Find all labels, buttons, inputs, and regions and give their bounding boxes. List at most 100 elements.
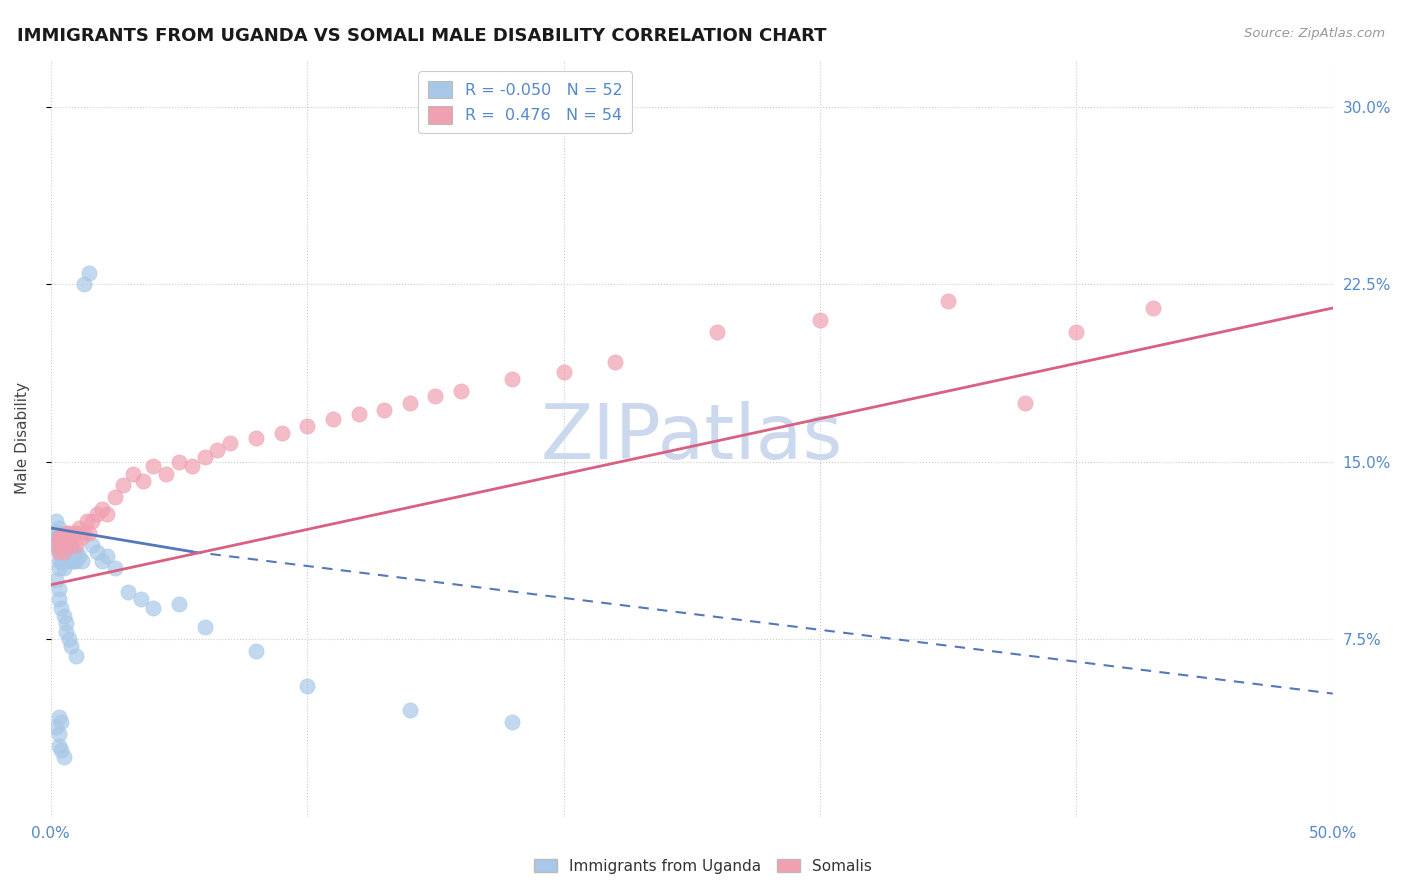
Point xyxy=(48,544,70,558)
Point xyxy=(60,544,83,558)
Point xyxy=(104,561,127,575)
Point xyxy=(48,525,70,540)
Point xyxy=(501,372,523,386)
Point xyxy=(122,467,145,481)
Point xyxy=(55,525,77,540)
Point xyxy=(194,450,217,464)
Point xyxy=(373,402,395,417)
Point xyxy=(67,521,90,535)
Text: Source: ZipAtlas.com: Source: ZipAtlas.com xyxy=(1244,27,1385,40)
Point xyxy=(55,615,77,630)
Point xyxy=(155,467,177,481)
Point xyxy=(48,540,70,554)
Point xyxy=(52,608,75,623)
Point xyxy=(73,277,96,292)
Point xyxy=(245,431,267,445)
Point xyxy=(52,544,75,558)
Point xyxy=(48,531,70,545)
Point xyxy=(52,554,75,568)
Point xyxy=(79,525,101,540)
Point xyxy=(111,478,134,492)
Point xyxy=(58,531,80,545)
Point xyxy=(63,554,86,568)
Point xyxy=(48,582,70,597)
Point xyxy=(60,531,83,545)
Point xyxy=(398,395,420,409)
Point xyxy=(1014,395,1036,409)
Point xyxy=(65,648,87,663)
Point xyxy=(79,265,101,279)
Point xyxy=(70,531,93,545)
Text: IMMIGRANTS FROM UGANDA VS SOMALI MALE DISABILITY CORRELATION CHART: IMMIGRANTS FROM UGANDA VS SOMALI MALE DI… xyxy=(17,27,827,45)
Text: ZIPatlas: ZIPatlas xyxy=(541,401,844,475)
Point xyxy=(91,554,114,568)
Point xyxy=(219,435,242,450)
Point xyxy=(48,561,70,575)
Point xyxy=(398,703,420,717)
Point xyxy=(194,620,217,634)
Point xyxy=(117,585,139,599)
Point xyxy=(45,514,67,528)
Point xyxy=(52,750,75,764)
Point xyxy=(347,408,370,422)
Point xyxy=(180,459,202,474)
Point xyxy=(104,490,127,504)
Point xyxy=(425,388,447,402)
Point xyxy=(65,525,87,540)
Point xyxy=(80,514,103,528)
Point xyxy=(55,542,77,557)
Point xyxy=(55,625,77,640)
Point xyxy=(49,537,72,551)
Point xyxy=(48,710,70,724)
Point xyxy=(63,525,86,540)
Point xyxy=(49,714,72,729)
Point xyxy=(45,525,67,540)
Point xyxy=(49,549,72,564)
Point xyxy=(91,502,114,516)
Point xyxy=(167,597,190,611)
Point xyxy=(60,554,83,568)
Point xyxy=(49,743,72,757)
Point xyxy=(45,720,67,734)
Point xyxy=(60,640,83,654)
Point xyxy=(297,419,319,434)
Point xyxy=(132,474,155,488)
Point xyxy=(65,544,87,558)
Point xyxy=(808,313,831,327)
Point xyxy=(49,533,72,547)
Point xyxy=(55,549,77,564)
Point xyxy=(86,544,108,558)
Point xyxy=(55,554,77,568)
Point xyxy=(49,531,72,545)
Point xyxy=(270,426,292,441)
Point xyxy=(65,537,87,551)
Point xyxy=(49,542,72,557)
Point xyxy=(450,384,472,398)
Point xyxy=(49,554,72,568)
Point xyxy=(55,537,77,551)
Point xyxy=(96,507,118,521)
Point xyxy=(58,632,80,647)
Point xyxy=(167,455,190,469)
Point xyxy=(603,355,626,369)
Point xyxy=(48,531,70,545)
Point xyxy=(48,591,70,606)
Point xyxy=(76,514,98,528)
Point xyxy=(58,549,80,564)
Point xyxy=(96,549,118,564)
Point xyxy=(322,412,344,426)
Point xyxy=(142,459,165,474)
Point xyxy=(142,601,165,615)
Point xyxy=(49,537,72,551)
Point xyxy=(48,727,70,741)
Point xyxy=(297,680,319,694)
Point xyxy=(63,549,86,564)
Point xyxy=(45,537,67,551)
Point xyxy=(245,644,267,658)
Y-axis label: Male Disability: Male Disability xyxy=(15,382,30,494)
Point xyxy=(936,293,959,308)
Point xyxy=(207,442,229,457)
Point xyxy=(80,537,103,551)
Point xyxy=(45,531,67,545)
Point xyxy=(86,507,108,521)
